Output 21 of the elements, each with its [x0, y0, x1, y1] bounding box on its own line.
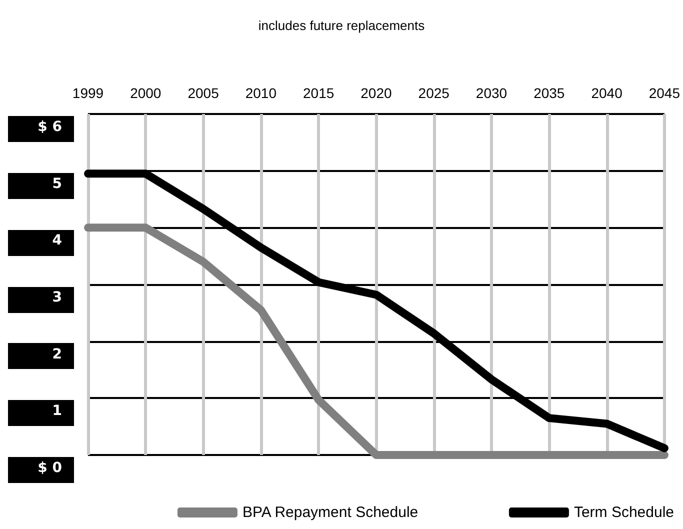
x-tick-label: 2000: [130, 85, 162, 101]
x-tick-label: 2010: [245, 85, 277, 101]
y-tick-label: 4: [52, 232, 62, 249]
y-tick-label: $ 0: [38, 460, 62, 476]
x-tick-label: 2025: [418, 85, 450, 101]
y-tick-label: 2: [52, 346, 62, 362]
y-tick-label: 5: [52, 176, 62, 192]
x-tick-label: 2020: [360, 85, 392, 101]
legend-label: BPA Repayment Schedule: [242, 504, 418, 521]
x-tick-label: 2035: [534, 85, 565, 101]
y-tick-label: 1: [52, 403, 62, 420]
y-tick-label: $ 6: [38, 119, 62, 135]
legend-label: Term Schedule: [574, 504, 674, 521]
x-tick-label: 2005: [188, 85, 220, 101]
y-tick-label: 3: [52, 290, 62, 306]
chart-title: includes future replacements: [258, 18, 426, 33]
x-tick-label: 2045: [648, 85, 680, 101]
x-tick-label: 1999: [72, 85, 104, 101]
x-tick-label: 2015: [302, 85, 334, 101]
x-tick-label: 2040: [591, 85, 623, 101]
x-tick-label: 2030: [476, 85, 508, 101]
